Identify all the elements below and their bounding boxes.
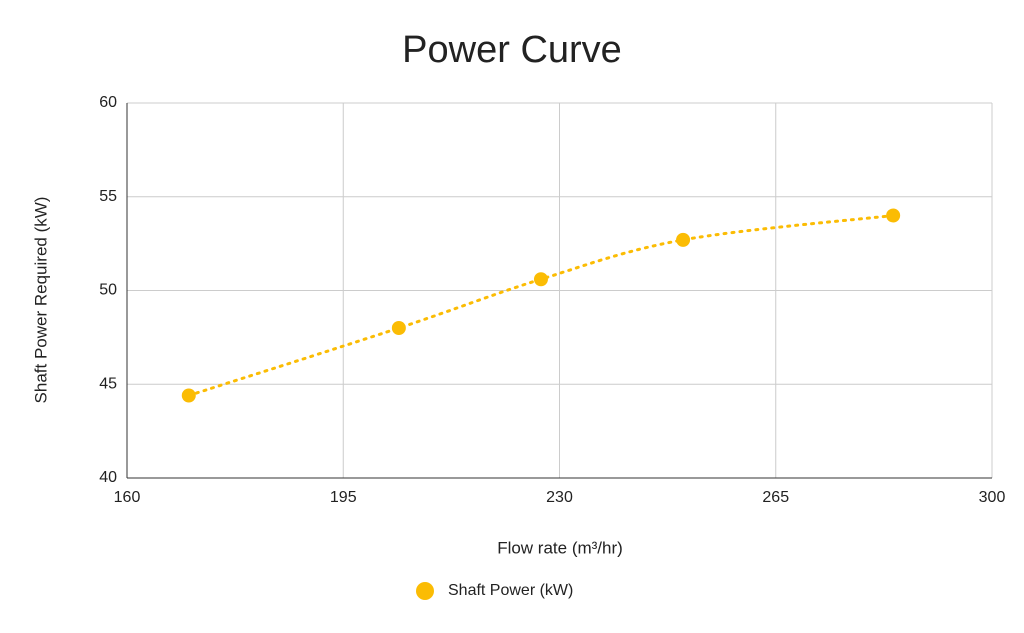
y-tick-label: 40: [99, 469, 117, 486]
y-tick-label: 55: [99, 188, 117, 205]
y-axis-label: Shaft Power Required (kW): [31, 197, 50, 404]
legend-marker: [416, 582, 434, 600]
data-point: [391, 321, 406, 335]
data-point: [886, 208, 901, 223]
x-tick-label: 195: [330, 489, 357, 506]
legend-label: Shaft Power (kW): [448, 582, 573, 599]
x-tick-label: 300: [979, 489, 1006, 506]
chart-title: Power Curve: [402, 29, 622, 71]
data-point: [533, 272, 548, 287]
y-tick-label: 50: [99, 282, 117, 299]
x-tick-label: 230: [546, 489, 573, 506]
y-tick-label: 60: [99, 94, 117, 111]
x-tick-label: 160: [114, 489, 141, 506]
x-tick-label: 265: [762, 489, 789, 506]
data-point: [676, 232, 691, 247]
data-point: [181, 388, 196, 403]
x-axis-label: Flow rate (m³/hr): [497, 538, 623, 557]
y-tick-label: 45: [99, 375, 117, 392]
